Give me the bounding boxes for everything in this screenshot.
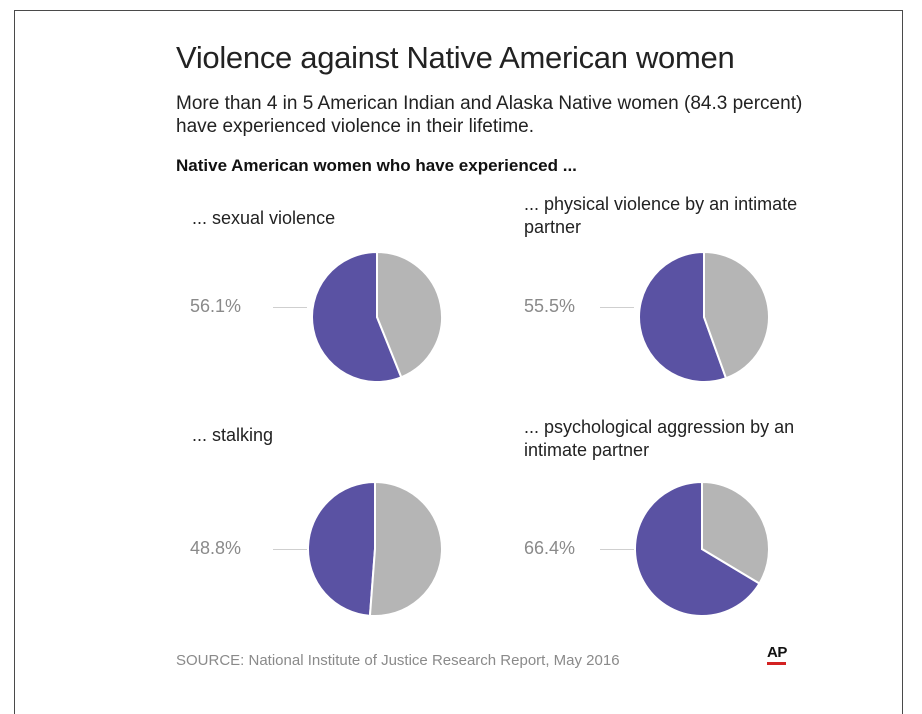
pie-slice-remainder [701,480,770,585]
pie-label-sexual-violence: ... sexual violence [192,208,336,228]
source-note: SOURCE: National Institute of Justice Re… [176,652,620,669]
pie-value-physical-violence: 55.5% [524,296,576,316]
leader-line [273,307,307,308]
leader-line [600,549,634,550]
pie-slice-remainder [703,250,770,380]
ap-logo-bar [767,662,786,665]
pie-value-stalking: 48.8% [190,538,242,558]
chart-subtitle: More than 4 in 5 American Indian and Ala… [176,93,803,137]
pie-chart-psychological-aggression [634,480,770,617]
pie-label-stalking: ... stalking [192,425,274,445]
ap-logo: AP [767,644,787,661]
pie-slice-experienced [311,250,403,383]
pie-slice-experienced [634,480,761,617]
leader-line [600,307,634,308]
chart-title: Violence against Native American women [176,40,735,75]
pie-label-psychological-aggression: ... psychological aggression by an intim… [524,417,795,460]
chart-frame [14,10,903,714]
pie-chart-stalking [306,480,443,617]
pie-slice-experienced [638,250,728,383]
pie-value-psychological-aggression: 66.4% [524,538,576,558]
pie-label-physical-violence: ... physical violence by an intimate par… [524,194,798,237]
pie-value-sexual-violence: 56.1% [190,296,242,316]
pie-slice-experienced [306,480,376,617]
pie-chart-physical-violence [638,250,770,383]
pie-chart-sexual-violence [311,250,443,383]
pie-slice-remainder [376,250,443,379]
leader-line [273,549,307,550]
pie-slice-remainder [368,480,443,617]
section-heading: Native American women who have experienc… [176,156,577,175]
